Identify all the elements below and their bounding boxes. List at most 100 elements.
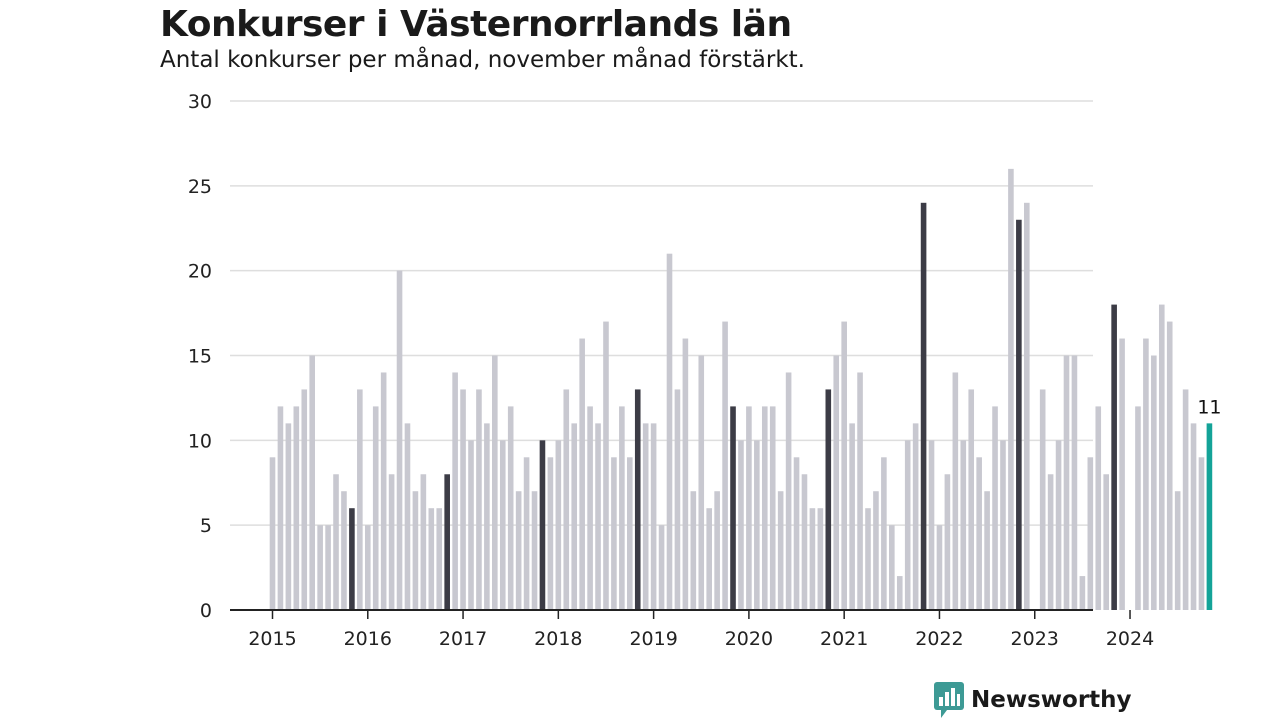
newsworthy-logo: Newsworthy	[933, 681, 1132, 719]
bar	[754, 440, 760, 610]
bar	[944, 474, 951, 610]
bar	[317, 525, 323, 610]
bar	[634, 389, 641, 610]
bar	[404, 423, 411, 610]
bar	[277, 406, 284, 610]
bar	[412, 491, 419, 610]
bar	[380, 372, 387, 610]
bar	[904, 440, 911, 610]
bar	[984, 491, 990, 610]
bar	[968, 389, 975, 610]
bar	[777, 491, 784, 610]
bar	[1166, 321, 1173, 610]
bar	[960, 440, 967, 610]
bar	[857, 372, 863, 610]
bar	[936, 525, 943, 610]
bar	[333, 474, 339, 610]
bar	[325, 525, 331, 610]
bar	[793, 457, 800, 610]
x-axis-ticks: 2015 2016 2017 2018 2019 2020 2021 2022 2023 2024	[248, 610, 1154, 650]
bar	[587, 406, 593, 610]
bar	[1071, 355, 1078, 610]
bar	[1079, 576, 1086, 610]
data-label: 11	[1197, 396, 1221, 418]
bar	[1151, 355, 1157, 610]
x-tick-label: 2017	[439, 628, 487, 650]
bar	[952, 372, 959, 610]
x-tick-label: 2020	[725, 628, 773, 650]
bar	[1206, 423, 1213, 610]
bar	[523, 457, 530, 610]
chart-subtitle: Antal konkurser per månad, november måna…	[160, 47, 805, 73]
y-tick-label: 10	[188, 430, 212, 452]
bar	[349, 508, 355, 610]
bar	[1182, 389, 1189, 610]
y-tick-label: 25	[188, 176, 212, 198]
bar	[468, 440, 474, 610]
bar	[372, 406, 379, 610]
bars	[269, 168, 1213, 611]
bar	[849, 423, 855, 610]
data-labels: 11	[1197, 396, 1221, 418]
bar	[730, 406, 736, 610]
bar	[1119, 338, 1125, 610]
bar	[396, 270, 403, 610]
x-tick-label: 2023	[1011, 628, 1059, 650]
bar	[1016, 219, 1022, 610]
bar	[627, 457, 633, 610]
bar	[1087, 457, 1094, 610]
bar	[611, 457, 617, 610]
bar	[1158, 304, 1165, 610]
bar	[388, 474, 395, 610]
bar	[357, 389, 363, 610]
bar	[1174, 491, 1181, 610]
bar	[1039, 389, 1046, 610]
bar	[976, 457, 982, 610]
bar	[484, 423, 490, 610]
bar	[992, 406, 998, 610]
bar	[809, 508, 816, 610]
bar	[650, 423, 657, 610]
bar	[881, 457, 887, 610]
bar	[746, 406, 752, 610]
bar	[674, 389, 681, 610]
bar	[690, 491, 697, 610]
bar	[603, 321, 609, 610]
bar	[436, 508, 443, 610]
bar	[698, 355, 705, 610]
bar	[1095, 406, 1102, 610]
bar	[1135, 406, 1141, 610]
bar	[642, 423, 649, 610]
bar	[865, 508, 871, 610]
bar	[547, 457, 554, 610]
x-tick-label: 2016	[344, 628, 392, 650]
bar	[269, 457, 276, 610]
bar	[563, 389, 570, 610]
bar	[507, 406, 514, 610]
bar	[492, 355, 498, 610]
bar	[1055, 440, 1062, 610]
bar	[301, 389, 308, 610]
bar	[571, 423, 578, 610]
bar	[341, 491, 347, 610]
bar	[738, 440, 744, 610]
bar	[1063, 355, 1070, 610]
bar	[1143, 338, 1149, 610]
bar	[420, 474, 427, 610]
bar	[309, 355, 315, 610]
y-tick-label: 15	[188, 346, 212, 368]
bar	[714, 491, 720, 610]
x-tick-label: 2018	[534, 628, 582, 650]
bar	[1190, 423, 1197, 610]
x-tick-label: 2024	[1106, 628, 1154, 650]
bar	[896, 576, 903, 610]
bar	[833, 355, 840, 610]
bar	[682, 338, 689, 610]
bar	[1024, 202, 1030, 611]
bar	[444, 474, 450, 610]
bar	[825, 389, 832, 610]
bar	[499, 440, 506, 610]
bar	[1008, 168, 1014, 610]
bar	[595, 423, 601, 610]
